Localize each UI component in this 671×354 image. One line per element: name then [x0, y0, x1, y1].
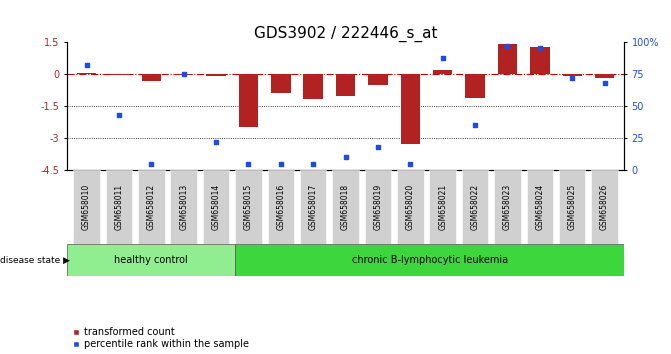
Bar [433, 70, 452, 74]
Bar [138, 170, 164, 244]
Point [372, 144, 383, 150]
Text: GSM658010: GSM658010 [82, 184, 91, 230]
Bar [397, 170, 423, 244]
Point [211, 139, 221, 145]
Bar [235, 170, 262, 244]
Point [535, 45, 546, 50]
Text: chronic B-lymphocytic leukemia: chronic B-lymphocytic leukemia [352, 255, 508, 265]
Bar [494, 170, 521, 244]
Bar [562, 74, 582, 76]
Text: GSM658018: GSM658018 [341, 184, 350, 230]
Point [405, 161, 416, 166]
Bar [73, 170, 100, 244]
Point [599, 80, 610, 86]
Bar [530, 47, 550, 74]
Bar [332, 170, 359, 244]
Point [146, 161, 156, 166]
Bar [466, 74, 484, 98]
Bar [236, 244, 624, 276]
Bar [303, 74, 323, 99]
Point [275, 161, 286, 166]
Bar [109, 74, 129, 75]
Title: GDS3902 / 222446_s_at: GDS3902 / 222446_s_at [254, 26, 437, 42]
Bar [105, 170, 132, 244]
Text: GSM658019: GSM658019 [374, 184, 382, 230]
Text: GSM658026: GSM658026 [600, 184, 609, 230]
Bar [559, 170, 586, 244]
Text: disease state ▶: disease state ▶ [0, 256, 70, 265]
Text: GSM658011: GSM658011 [115, 184, 123, 230]
Point [437, 55, 448, 61]
Bar [67, 244, 236, 276]
Bar [170, 170, 197, 244]
Bar [401, 74, 420, 144]
Point [243, 161, 254, 166]
Bar [527, 170, 553, 244]
Bar [268, 170, 294, 244]
Bar [239, 74, 258, 127]
Bar [336, 74, 355, 96]
Bar [498, 44, 517, 74]
Point [567, 75, 578, 81]
Bar [271, 74, 291, 93]
Text: GSM658023: GSM658023 [503, 184, 512, 230]
Text: GSM658022: GSM658022 [470, 184, 480, 230]
Bar [591, 170, 618, 244]
Bar [142, 74, 161, 81]
Bar [368, 74, 388, 85]
Bar [364, 170, 391, 244]
Point [470, 122, 480, 128]
Text: GSM658017: GSM658017 [309, 184, 317, 230]
Bar [595, 74, 615, 78]
Text: GSM658025: GSM658025 [568, 184, 576, 230]
Legend: transformed count, percentile rank within the sample: transformed count, percentile rank withi… [72, 327, 249, 349]
Text: GSM658012: GSM658012 [147, 184, 156, 230]
Text: GSM658016: GSM658016 [276, 184, 285, 230]
Bar [76, 73, 96, 74]
Point [308, 161, 319, 166]
Text: healthy control: healthy control [115, 255, 188, 265]
Text: GSM658013: GSM658013 [179, 184, 188, 230]
Point [113, 112, 124, 118]
Text: GSM658014: GSM658014 [211, 184, 221, 230]
Bar [207, 74, 225, 76]
Point [81, 63, 92, 68]
Bar [462, 170, 488, 244]
Bar [300, 170, 327, 244]
Bar [203, 170, 229, 244]
Text: GSM658024: GSM658024 [535, 184, 544, 230]
Text: GSM658020: GSM658020 [406, 184, 415, 230]
Point [340, 154, 351, 160]
Point [178, 72, 189, 77]
Bar [429, 170, 456, 244]
Text: GSM658015: GSM658015 [244, 184, 253, 230]
Text: GSM658021: GSM658021 [438, 184, 447, 230]
Point [502, 44, 513, 49]
Bar [174, 74, 193, 75]
